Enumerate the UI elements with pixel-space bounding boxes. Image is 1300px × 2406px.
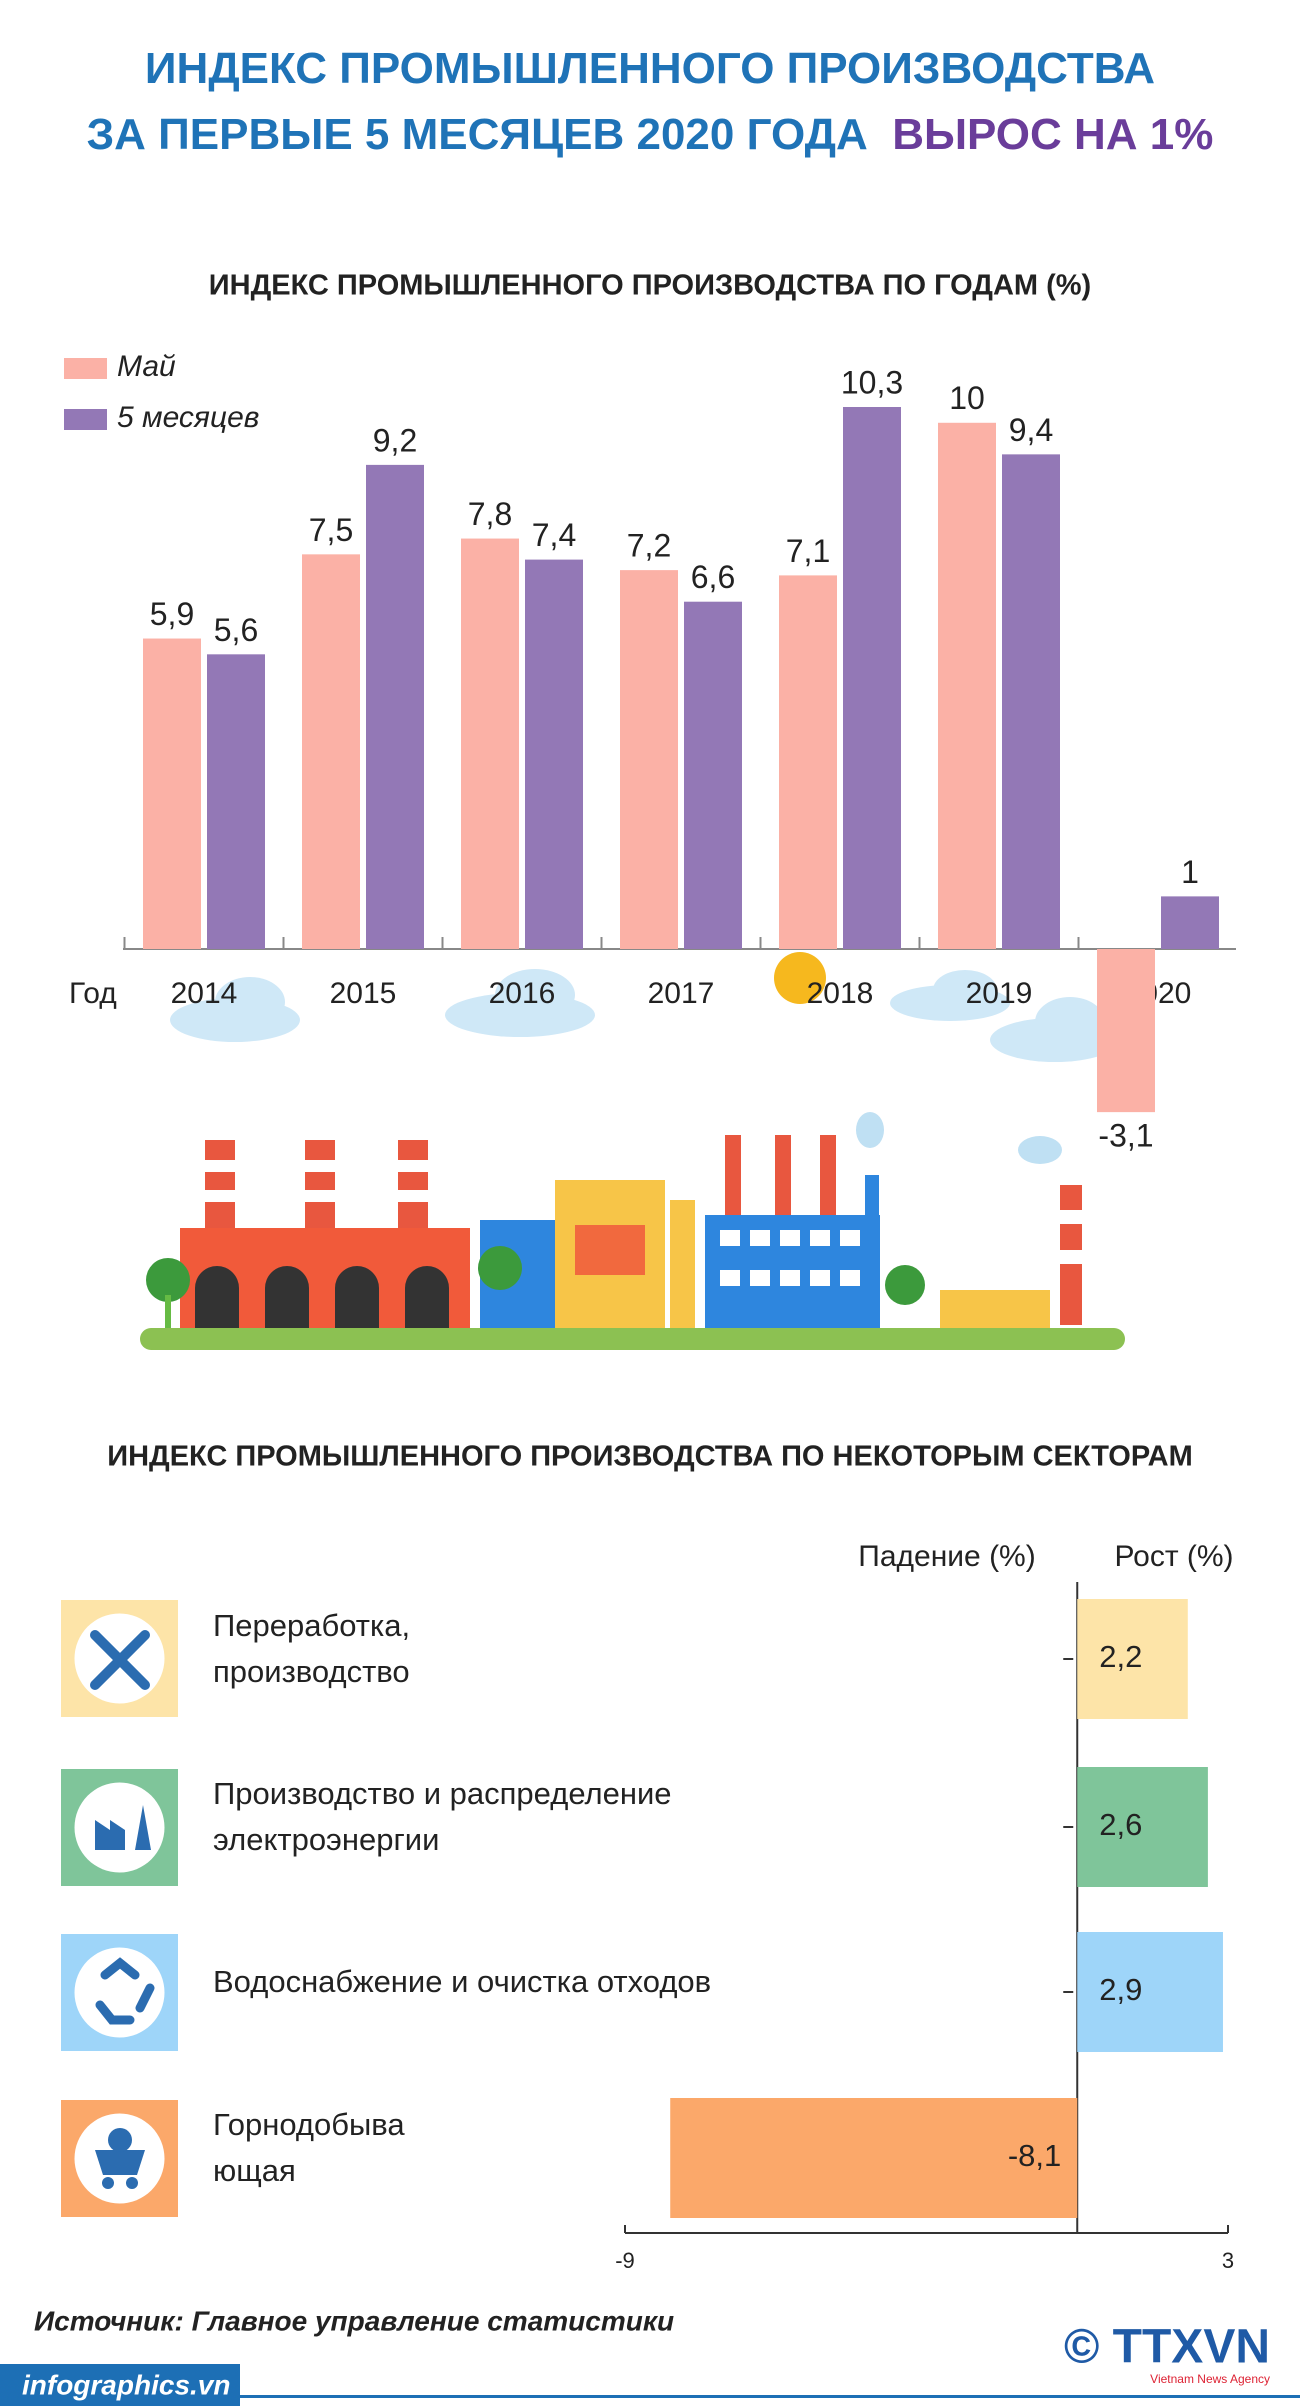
value-label: 5,9 (150, 596, 194, 632)
title-highlight: ВЫРОС НА 1% (892, 110, 1214, 159)
value-label: -8,1 (1008, 2138, 1061, 2173)
logo-sub: Vietnam News Agency (1150, 2372, 1270, 2386)
bar (1077, 1767, 1208, 1887)
bar (143, 638, 201, 949)
x-axis-label: Год (69, 977, 117, 1010)
value-label: 7,2 (627, 528, 671, 564)
logo: © TTXVN (1064, 2321, 1270, 2374)
value-label: 2,6 (1099, 1807, 1142, 1842)
bar (461, 538, 519, 949)
value-label: 5,6 (214, 612, 258, 648)
bar (684, 601, 742, 949)
bar (1161, 896, 1219, 949)
x-tick-label: 3 (1222, 2248, 1234, 2273)
bar (366, 464, 424, 949)
bar (620, 570, 678, 949)
bar (302, 554, 360, 949)
footer-band (0, 2364, 240, 2406)
title-text: ЗА ПЕРВЫЕ 5 МЕСЯЦЕВ 2020 ГОДА (86, 110, 868, 159)
x-tick-label: 2019 (966, 977, 1033, 1010)
value-label: 2,2 (1099, 1639, 1142, 1674)
source: Источник: Главное управление статистики (34, 2305, 674, 2336)
axis-label: Рост (%) (1114, 1540, 1233, 1573)
footer-line (240, 2395, 1300, 2398)
value-label: 2,9 (1099, 1972, 1142, 2007)
bar (1097, 949, 1155, 1113)
x-tick-label: 2014 (171, 977, 238, 1010)
clouds (170, 969, 1120, 1062)
value-label: 6,6 (691, 559, 735, 595)
bar (843, 407, 901, 949)
legend-swatch (64, 358, 107, 379)
x-tick-label: 2017 (648, 977, 715, 1010)
title-line: ЗА ПЕРВЫЕ 5 МЕСЯЦЕВ 2020 ГОДА ВЫРОС НА 1… (30, 102, 1270, 168)
x-tick-label: -9 (615, 2248, 635, 2273)
x-tick-label: 2018 (807, 977, 874, 1010)
bar (779, 575, 837, 949)
bar (1077, 1932, 1223, 2052)
bar (525, 559, 583, 949)
value-label: 7,8 (468, 496, 512, 532)
sun (774, 952, 826, 1004)
value-label: 7,5 (309, 512, 353, 548)
legend-label: 5 месяцев (117, 401, 259, 434)
chart-title: ИНДЕКС ПРОМЫШЛЕННОГО ПРОИЗВОДСТВА ПО ГОД… (209, 270, 1091, 302)
category-label: Производство и распределение электроэнер… (213, 1776, 672, 1857)
x-tick-label: 2015 (330, 977, 397, 1010)
value-label: 10,3 (841, 364, 903, 400)
x-tick-label: 2016 (489, 977, 556, 1010)
bar (207, 654, 265, 949)
value-label: 7,1 (786, 533, 830, 569)
category-label: Переработка, производство (213, 1608, 411, 1689)
legend-swatch (64, 409, 107, 430)
value-label: 9,2 (373, 422, 417, 458)
value-label: -3,1 (1098, 1118, 1153, 1154)
category-label: Горнодобыва ющая (213, 2107, 405, 2188)
bar (938, 422, 996, 950)
sector-icons (61, 1600, 178, 2217)
title-line: ИНДЕКС ПРОМЫШЛЕННОГО ПРОИЗВОДСТВА (144, 44, 1156, 93)
value-label: 9,4 (1009, 412, 1053, 448)
footer-text: infographics.vn (22, 2369, 230, 2400)
legend-label: Май (117, 350, 176, 383)
axis-label: Падение (%) (858, 1540, 1035, 1573)
bar (1077, 1599, 1188, 1719)
factory-illustration (140, 1112, 1125, 1350)
chart-title: ИНДЕКС ПРОМЫШЛЕННОГО ПРОИЗВОДСТВА ПО НЕК… (107, 1441, 1192, 1473)
value-label: 10 (949, 380, 985, 416)
bar (670, 2098, 1078, 2218)
bar (1002, 454, 1060, 949)
category-label: Водоснабжение и очистка отходов (213, 1964, 712, 1999)
value-label: 7,4 (532, 517, 576, 553)
value-label: 1 (1181, 854, 1199, 890)
